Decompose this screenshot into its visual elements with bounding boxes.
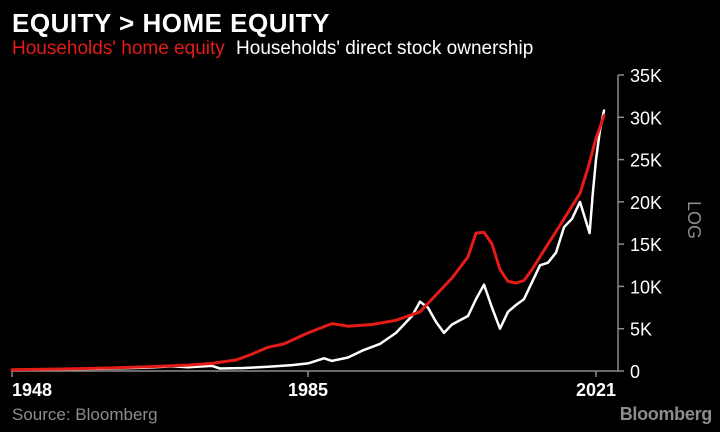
x-tick-label: 1985 xyxy=(288,380,328,400)
y-tick-label: 5K xyxy=(630,320,652,340)
series-line-home-equity xyxy=(10,114,606,372)
chart-legend: Households' home equity Households' dire… xyxy=(12,38,539,60)
x-tick-label: 2021 xyxy=(576,380,616,400)
y-tick-label: 25K xyxy=(630,151,662,171)
y-tick-label: 30K xyxy=(630,108,662,128)
y-tick-label: 20K xyxy=(630,193,662,213)
y-tick-label: 15K xyxy=(630,235,662,255)
y-axis-label: LOG xyxy=(684,201,704,239)
x-tick-label: 1948 xyxy=(12,380,52,400)
series-line-stock-ownership xyxy=(10,109,606,372)
legend-home-equity: Households' home equity xyxy=(12,38,225,59)
chart-title: EQUITY > HOME EQUITY xyxy=(12,8,330,38)
y-tick-label: 35K xyxy=(630,66,662,86)
y-tick-label: 10K xyxy=(630,277,662,297)
source-note: Source: Bloomberg xyxy=(12,405,158,424)
y-tick-label: 0 xyxy=(630,362,640,382)
brand-logo: Bloomberg xyxy=(619,404,713,424)
legend-stock-ownership: Households' direct stock ownership xyxy=(236,38,534,59)
